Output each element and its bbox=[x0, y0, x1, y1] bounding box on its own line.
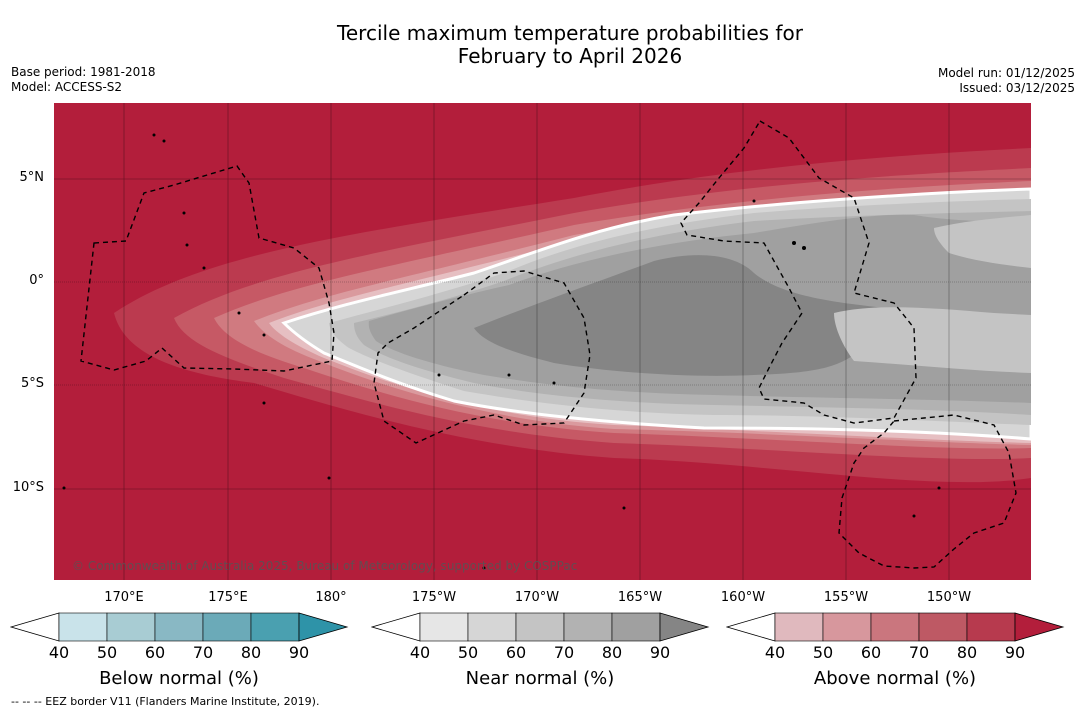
eez-border-west bbox=[80, 165, 335, 372]
colorbar-segment bbox=[250, 612, 300, 642]
colorbar-segment bbox=[419, 612, 469, 642]
cb-below-label: Below normal (%) bbox=[99, 668, 259, 689]
cb-below-tick: 80 bbox=[240, 643, 262, 662]
colorbar-below bbox=[10, 612, 349, 642]
colorbar-over-triangle bbox=[1014, 612, 1065, 642]
colorbar-segment bbox=[467, 612, 517, 642]
colorbar-segment bbox=[966, 612, 1016, 642]
near-60-patch-upper bbox=[934, 215, 1031, 268]
colorbar-above bbox=[726, 612, 1065, 642]
eez-borders bbox=[80, 120, 1017, 569]
lat-label-10s: 10°S bbox=[12, 480, 44, 495]
colorbar-segment bbox=[58, 612, 108, 642]
lat-label-5n: 5°N bbox=[19, 170, 45, 185]
title-line-1: Tercile maximum temperature probabilitie… bbox=[337, 21, 803, 45]
eez-border-east-upper bbox=[680, 120, 917, 424]
lon-label-175w: 175°W bbox=[411, 590, 457, 605]
lon-label-165w: 165°W bbox=[617, 590, 663, 605]
cb-below-tick: 40 bbox=[48, 643, 70, 662]
cb-above-tick: 70 bbox=[908, 643, 930, 662]
lon-label-155w: 155°W bbox=[823, 590, 869, 605]
near-90-region bbox=[474, 255, 891, 376]
probability-map bbox=[54, 103, 1031, 580]
lon-label-175e: 175°E bbox=[208, 590, 248, 605]
cb-below-tick: 60 bbox=[144, 643, 166, 662]
colorbar-under-triangle bbox=[10, 612, 60, 642]
colorbar-segment bbox=[918, 612, 968, 642]
colorbar-segment bbox=[563, 612, 613, 642]
cb-above-tick: 80 bbox=[956, 643, 978, 662]
graticule bbox=[54, 103, 1031, 580]
meta-right: Model run: 01/12/2025 Issued: 03/12/2025 bbox=[938, 66, 1075, 96]
colorbar-segment bbox=[822, 612, 872, 642]
cb-near-tick: 50 bbox=[457, 643, 479, 662]
lon-label-150w: 150°W bbox=[926, 590, 972, 605]
colorbar-segment bbox=[611, 612, 661, 642]
cb-above-tick: 60 bbox=[860, 643, 882, 662]
islands bbox=[62, 133, 941, 570]
cb-near-tick: 70 bbox=[553, 643, 575, 662]
cb-near-tick: 80 bbox=[601, 643, 623, 662]
copyright-note: © Commonwealth of Australia 2025, Bureau… bbox=[72, 559, 578, 573]
cb-above-tick: 50 bbox=[812, 643, 834, 662]
lon-label-170e: 170°E bbox=[104, 590, 144, 605]
colorbar-segment bbox=[154, 612, 204, 642]
lon-label-170w: 170°W bbox=[514, 590, 560, 605]
cb-above-label: Above normal (%) bbox=[813, 668, 977, 689]
eez-footer-note: -- -- -- EEZ border V11 (Flanders Marine… bbox=[11, 695, 320, 708]
colorbar-segment bbox=[870, 612, 920, 642]
issued-date: Issued: 03/12/2025 bbox=[959, 81, 1075, 95]
eez-border-east-lower bbox=[838, 414, 1017, 569]
colorbar-segment bbox=[774, 612, 824, 642]
cb-near-tick: 60 bbox=[505, 643, 527, 662]
cb-near-tick: 40 bbox=[409, 643, 431, 662]
lon-label-180: 180° bbox=[315, 590, 347, 605]
model-run: Model run: 01/12/2025 bbox=[937, 66, 1075, 80]
cb-near-tick: 90 bbox=[649, 643, 671, 662]
cb-below-tick: 70 bbox=[192, 643, 214, 662]
colorbar-near bbox=[371, 612, 710, 642]
cb-above-tick: 90 bbox=[1004, 643, 1026, 662]
model-name: Model: ACCESS-S2 bbox=[11, 80, 123, 94]
colorbar-segment bbox=[106, 612, 156, 642]
colorbar-over-triangle bbox=[298, 612, 349, 642]
lat-label-0: 0° bbox=[29, 273, 44, 288]
lon-label-160w: 160°W bbox=[720, 590, 766, 605]
cb-below-tick: 50 bbox=[96, 643, 118, 662]
meta-left: Base period: 1981-2018 Model: ACCESS-S2 bbox=[11, 65, 156, 95]
lat-label-5s: 5°S bbox=[20, 376, 44, 391]
colorbar-over-triangle bbox=[659, 612, 710, 642]
near-60-patch-right bbox=[834, 307, 1031, 373]
cb-below-tick: 90 bbox=[288, 643, 310, 662]
eez-border-central bbox=[373, 270, 591, 444]
cb-near-label: Near normal (%) bbox=[465, 668, 615, 689]
colorbar-segment bbox=[202, 612, 252, 642]
colorbar-segment bbox=[515, 612, 565, 642]
chart-title: Tercile maximum temperature probabilitie… bbox=[0, 22, 1085, 68]
title-line-2: February to April 2026 bbox=[457, 44, 683, 68]
colorbar-under-triangle bbox=[371, 612, 421, 642]
cb-above-tick: 40 bbox=[764, 643, 786, 662]
base-period: Base period: 1981-2018 bbox=[11, 65, 156, 79]
colorbar-under-triangle bbox=[726, 612, 776, 642]
